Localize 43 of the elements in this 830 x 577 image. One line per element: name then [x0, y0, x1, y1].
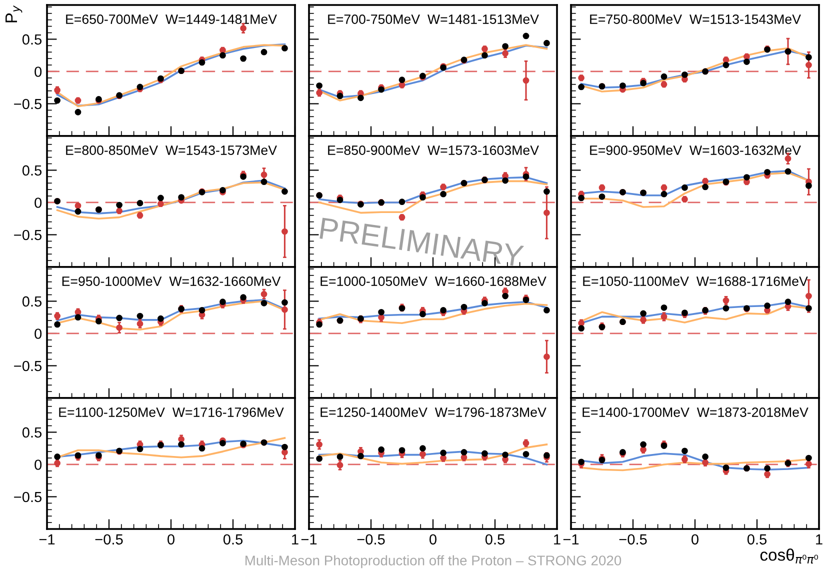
x-tick-label: −0.5 [619, 534, 647, 545]
y-tick-label: −0.5 [14, 360, 42, 372]
x-tick-label: −1 [39, 534, 55, 544]
x-tick-label: −1 [301, 534, 317, 544]
y-tick-label: −0.5 [14, 230, 42, 240]
text: E=900-950MeV W=1603-1632MeV [590, 146, 801, 155]
text: E=1250-1400MeV W=1796-1873MeV [320, 408, 546, 417]
x-tick-label: 0 [430, 534, 436, 545]
annotation: PRELIMINARY [320, 218, 524, 267]
x-tick-label: −1 [563, 534, 579, 544]
text: E=950-1000MeV W=1632-1660MeV [62, 276, 281, 286]
x-tick-label: 0.5 [747, 534, 767, 545]
y-tick-label: 0.5 [22, 34, 42, 45]
x-tick-label: −0.5 [357, 534, 385, 545]
x-tick-label: 0 [692, 534, 698, 545]
text: E=1400-1700MeV W=1873-2018MeV [582, 408, 808, 417]
text: Multi-Meson Photoproduction off the Proton – STRONG 2020 [246, 555, 622, 568]
text: E=800-850MeV W=1543-1573MeV [66, 146, 277, 155]
y-tick-label: 0.5 [22, 296, 42, 307]
y-axis-title: P$_{y}$ [6, 5, 22, 22]
x-tick-label: 0.5 [223, 534, 243, 545]
y-tick-label: 0.5 [22, 427, 42, 438]
y-tick-label: −0.5 [14, 492, 42, 502]
x-tick-label: 0.5 [485, 534, 505, 545]
y-tick-label: 0 [34, 66, 42, 77]
y-tick-label: 0.5 [22, 165, 42, 176]
text: E=650-700MeV W=1449-1481MeV [66, 14, 277, 24]
x-tick-label: 0 [168, 534, 174, 545]
text: E=1000-1050MeV W=1660-1688MeV [320, 276, 546, 286]
x-tick-label: 1 [292, 534, 298, 544]
text: E=850-900MeV W=1573-1603MeV [328, 146, 539, 155]
y-tick-label: 0 [34, 198, 42, 208]
y-tick-label: −0.5 [14, 98, 42, 110]
text: E=700-750MeV W=1481-1513MeV [328, 14, 539, 24]
text: E=750-800MeV W=1513-1543MeV [590, 14, 801, 24]
y-tick-label: 0 [34, 460, 42, 470]
x-tick-label: 1 [554, 534, 560, 544]
text: E=1100-1250MeV W=1716-1796MeV [59, 408, 284, 417]
text: E=1050-1100MeV W=1688-1716MeV [583, 276, 808, 286]
y-tick-label: 0 [34, 328, 42, 339]
x-tick-label: 1 [816, 534, 822, 544]
x-tick-label: −0.5 [95, 534, 123, 545]
x-axis-title: cosθ$_{π⁰π⁰}$ [760, 548, 818, 564]
